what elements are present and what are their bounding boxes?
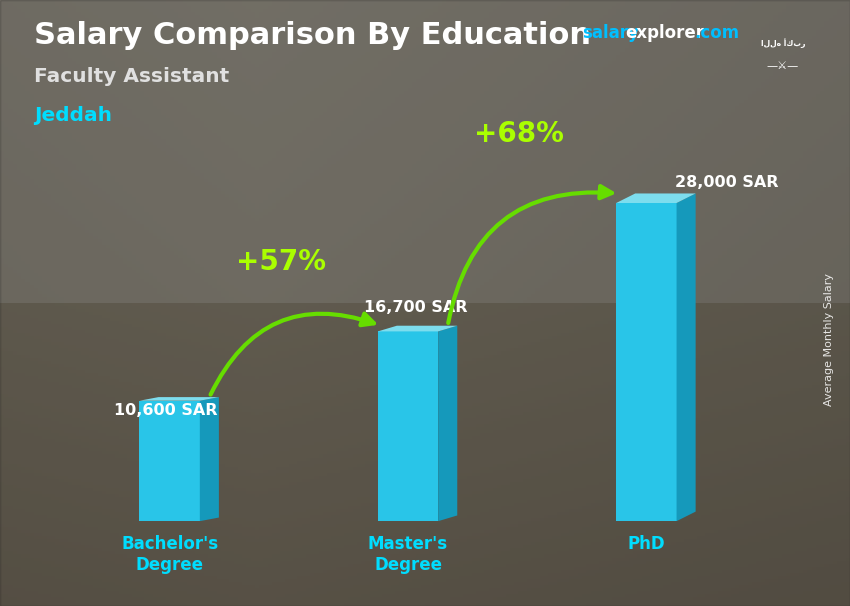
Text: +68%: +68% (474, 120, 564, 148)
Polygon shape (377, 325, 457, 331)
Polygon shape (677, 193, 695, 521)
Text: 10,600 SAR: 10,600 SAR (114, 403, 218, 418)
FancyArrowPatch shape (448, 186, 612, 323)
Bar (616, 203, 677, 521)
Text: Faculty Assistant: Faculty Assistant (34, 67, 230, 85)
Text: salary: salary (582, 24, 639, 42)
Polygon shape (200, 397, 219, 521)
Polygon shape (439, 325, 457, 521)
Text: —⚔—: —⚔— (767, 61, 799, 72)
Polygon shape (139, 397, 219, 401)
Text: explorer: explorer (626, 24, 705, 42)
Bar (377, 331, 439, 521)
Text: Salary Comparison By Education: Salary Comparison By Education (34, 21, 591, 50)
Text: الله أكبر: الله أكبر (761, 38, 805, 48)
Text: Average Monthly Salary: Average Monthly Salary (824, 273, 834, 406)
Polygon shape (616, 193, 695, 203)
Text: .com: .com (694, 24, 740, 42)
Text: 28,000 SAR: 28,000 SAR (675, 175, 779, 190)
FancyArrowPatch shape (211, 313, 374, 395)
Text: 16,700 SAR: 16,700 SAR (364, 300, 467, 315)
Text: Jeddah: Jeddah (34, 106, 112, 125)
Text: +57%: +57% (235, 248, 326, 276)
Bar (139, 401, 200, 521)
